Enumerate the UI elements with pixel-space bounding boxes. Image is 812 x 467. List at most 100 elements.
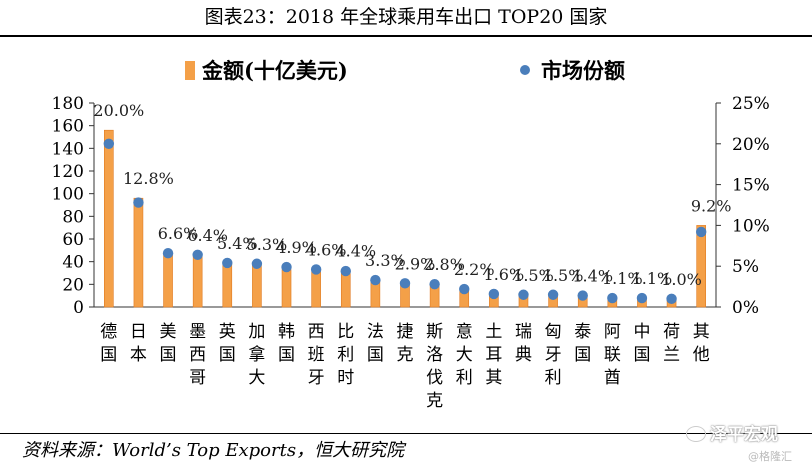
category-label: 其 bbox=[485, 368, 502, 388]
share-label: 1.1% bbox=[632, 269, 673, 288]
category-label: 国 bbox=[278, 345, 295, 365]
share-point bbox=[547, 289, 559, 300]
category-label: 美 bbox=[160, 322, 177, 342]
watermark: 泽平宏观 bbox=[686, 420, 778, 445]
y-right-tick-label: 15% bbox=[732, 176, 770, 196]
category-label: 英 bbox=[219, 322, 236, 342]
y-left-tick-label: 60 bbox=[62, 230, 84, 250]
category-label: 他 bbox=[693, 345, 710, 365]
share-label: 1.5% bbox=[513, 266, 554, 285]
share-point bbox=[636, 292, 648, 304]
source-divider bbox=[0, 433, 812, 434]
share-point bbox=[222, 257, 233, 269]
y-right-tick-label: 5% bbox=[732, 257, 759, 277]
share-label: 6.6% bbox=[158, 224, 199, 243]
y-right-tick-label: 10% bbox=[732, 216, 770, 236]
y-left-tick-label: 120 bbox=[52, 162, 84, 182]
category-label: 时 bbox=[337, 368, 354, 388]
y-left-tick-label: 80 bbox=[62, 207, 84, 227]
category-label: 大 bbox=[248, 368, 265, 388]
share-label: 2.2% bbox=[454, 260, 495, 279]
share-label: 20.0% bbox=[93, 101, 144, 120]
bar bbox=[222, 263, 233, 308]
category-label: 比 bbox=[337, 322, 354, 342]
share-point bbox=[488, 288, 500, 300]
category-label: 土 bbox=[485, 322, 502, 342]
category-label: 国 bbox=[633, 345, 650, 365]
category-label: 国 bbox=[160, 345, 177, 365]
share-label: 2.9% bbox=[395, 254, 436, 273]
category-label: 酋 bbox=[604, 368, 621, 388]
share-label: 1.5% bbox=[543, 266, 584, 285]
bar bbox=[311, 271, 321, 308]
share-point bbox=[133, 197, 144, 208]
category-label: 典 bbox=[515, 345, 532, 365]
category-label: 匈 bbox=[545, 322, 562, 342]
bar bbox=[133, 197, 144, 308]
y-right-tick-label: 25% bbox=[732, 94, 770, 114]
share-point bbox=[695, 226, 707, 238]
share-point bbox=[429, 278, 440, 290]
category-label: 利 bbox=[337, 345, 354, 365]
category-label: 国 bbox=[367, 345, 384, 365]
category-label: 国 bbox=[100, 345, 117, 365]
y-left-tick-label: 40 bbox=[62, 253, 84, 273]
category-label: 国 bbox=[219, 345, 236, 365]
category-label: 捷 bbox=[397, 322, 414, 342]
share-label: 5.4% bbox=[217, 234, 258, 253]
share-label: 3.3% bbox=[365, 251, 406, 270]
share-label: 4.9% bbox=[276, 238, 317, 257]
bar bbox=[281, 269, 292, 308]
chart-title: 图表23：2018 年全球乘用车出口 TOP20 国家 bbox=[204, 6, 608, 28]
category-label: 兰 bbox=[663, 345, 680, 365]
category-label: 耳 bbox=[485, 345, 502, 365]
share-point bbox=[577, 290, 588, 301]
legend-dot-label: 市场份额 bbox=[541, 58, 625, 83]
y-left-tick-label: 180 bbox=[52, 94, 84, 114]
share-label: 2.8% bbox=[424, 255, 465, 274]
category-label: 阿 bbox=[604, 322, 621, 342]
share-label: 4.4% bbox=[335, 242, 376, 261]
category-label: 克 bbox=[397, 345, 414, 365]
watermark-sub: @格隆汇 bbox=[748, 450, 792, 463]
share-label: 5.3% bbox=[247, 235, 288, 254]
category-label: 荷 bbox=[663, 322, 680, 342]
watermark-text: 泽平宏观 bbox=[710, 425, 778, 445]
share-point bbox=[518, 289, 529, 300]
share-label: 1.6% bbox=[484, 265, 525, 284]
share-point bbox=[340, 265, 351, 277]
y-left-tick-label: 20 bbox=[62, 275, 84, 295]
category-label: 西 bbox=[308, 322, 325, 342]
legend-bar-label: 金额(十亿美元) bbox=[201, 58, 348, 83]
category-label: 本 bbox=[130, 345, 147, 365]
y-left-tick-label: 140 bbox=[52, 139, 84, 159]
bar bbox=[192, 255, 203, 308]
share-label: 9.2% bbox=[691, 196, 732, 215]
category-label: 日 bbox=[130, 322, 147, 342]
category-label: 意 bbox=[456, 322, 473, 342]
category-label: 法 bbox=[367, 322, 384, 342]
category-label: 联 bbox=[604, 345, 621, 365]
share-point bbox=[310, 264, 322, 275]
category-label: 洛 bbox=[426, 345, 443, 365]
y-right-tick-label: 20% bbox=[732, 135, 770, 155]
category-label: 利 bbox=[456, 368, 473, 388]
category-label: 国 bbox=[574, 345, 591, 365]
category-label: 哥 bbox=[189, 368, 206, 388]
category-label: 中 bbox=[633, 322, 650, 342]
category-label: 瑞 bbox=[515, 322, 532, 342]
share-label: 12.8% bbox=[123, 169, 174, 188]
legend-bar-swatch bbox=[185, 61, 195, 80]
y-left-tick-label: 100 bbox=[52, 185, 84, 205]
share-label: 6.4% bbox=[187, 226, 228, 245]
category-label: 牙 bbox=[308, 368, 325, 388]
bar bbox=[163, 254, 173, 308]
category-label: 墨 bbox=[189, 322, 206, 342]
legend-dot-swatch bbox=[520, 65, 530, 75]
wechat-icon bbox=[686, 426, 706, 442]
share-label: 4.6% bbox=[306, 240, 347, 259]
category-label: 韩 bbox=[278, 322, 295, 342]
share-point bbox=[370, 274, 381, 286]
source-note: 资料来源：World’s Top Exports，恒大研究院 bbox=[22, 440, 405, 461]
